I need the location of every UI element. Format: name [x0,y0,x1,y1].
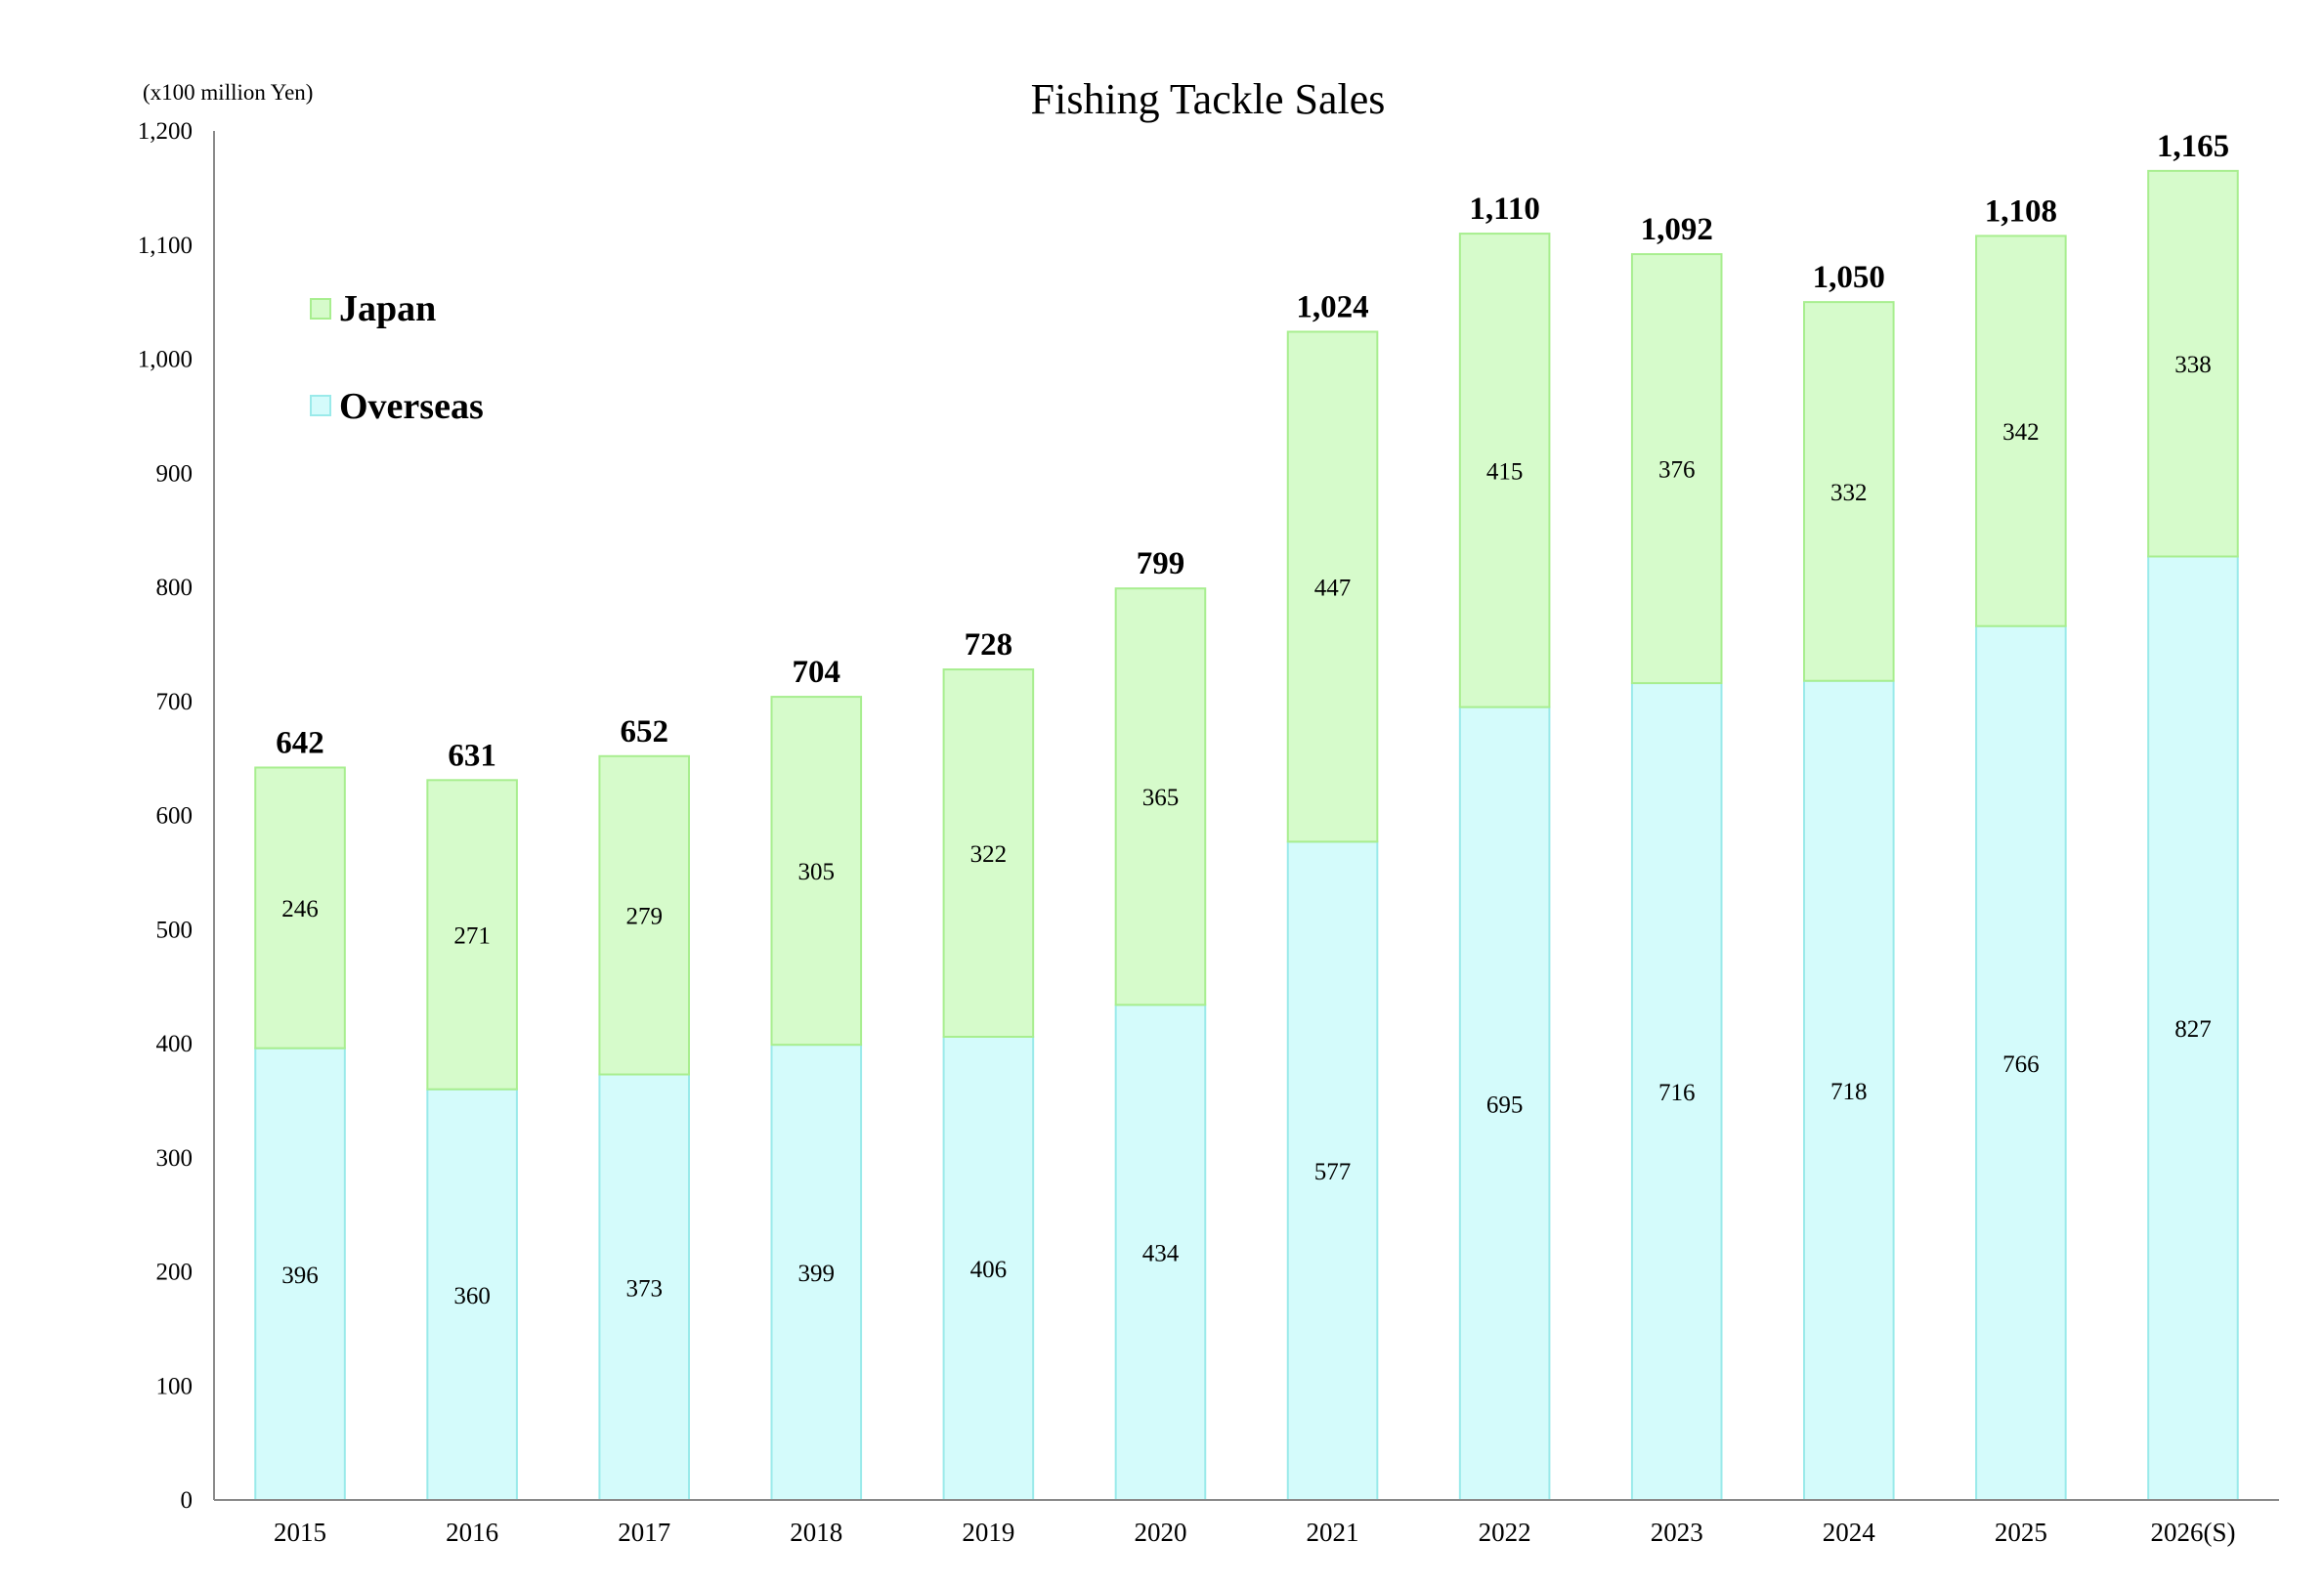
total-value-label: 1,024 [1296,289,1368,324]
legend-swatch-overseas [310,395,331,416]
x-tick-label: 2015 [274,1518,326,1547]
x-tick-label: 2024 [1823,1518,1876,1547]
legend-label-japan: Japan [339,288,436,329]
overseas-value-label: 434 [1142,1241,1180,1267]
bar-overseas [1286,840,1379,1501]
overseas-value-label: 766 [2002,1051,2040,1078]
japan-value-label: 415 [1486,458,1524,485]
x-tick-label: 2023 [1651,1518,1703,1547]
japan-value-label: 279 [625,904,663,930]
total-value-label: 799 [1137,546,1185,581]
bar-overseas [1975,624,2067,1501]
total-value-label: 652 [620,714,668,750]
overseas-value-label: 718 [1830,1079,1868,1105]
japan-value-label: 322 [970,841,1008,868]
total-value-label: 1,092 [1641,212,1713,247]
y-tick-label: 1,000 [138,347,193,373]
japan-value-label: 338 [2174,352,2212,378]
japan-value-label: 246 [281,896,319,922]
bar-japan [1458,233,1551,708]
bar-japan [2147,169,2239,558]
segment-labels: 396 246 360 271 373 279 399 305 406 322 434 365 577 4… [281,352,2211,1309]
japan-value-label: 332 [1830,480,1868,506]
bar-overseas [1803,679,1895,1501]
total-value-label: 704 [793,655,841,690]
total-value-label: 642 [276,725,324,760]
y-tick-label: 400 [156,1031,194,1057]
bar-japan [942,668,1035,1038]
bar-japan [1975,235,2067,627]
japan-value-label: 365 [1142,785,1180,811]
y-tick-label: 300 [156,1145,194,1172]
x-tick-label: 2019 [962,1518,1014,1547]
bar-overseas [1630,682,1723,1501]
legend: Japan Overseas [310,288,484,427]
y-axis-ticks: 0 100 200 300 400 500 600 700 800 900 1,000 1,100 1,… [138,118,193,1514]
bars-group [254,169,2239,1502]
chart-title: Fishing Tackle Sales [1031,75,1386,123]
x-tick-label: 2017 [618,1518,670,1547]
y-tick-label: 100 [156,1373,194,1399]
y-axis-unit-label: (x100 million Yen) [143,80,313,105]
bar-japan [1286,330,1379,843]
bar-overseas [598,1073,690,1501]
y-tick-label: 200 [156,1260,194,1286]
overseas-value-label: 373 [625,1275,663,1302]
total-value-label: 631 [448,738,496,773]
total-value-label: 728 [965,627,1013,663]
overseas-value-label: 396 [281,1263,319,1289]
total-value-label: 1,110 [1469,192,1539,227]
overseas-value-label: 399 [798,1261,836,1287]
total-value-label: 1,050 [1813,260,1885,295]
x-tick-label: 2025 [1995,1518,2047,1547]
bar-japan [254,766,346,1050]
x-tick-label: 2016 [446,1518,498,1547]
japan-value-label: 342 [2002,419,2040,446]
bar-japan [1803,301,1895,682]
bar-overseas [2147,555,2239,1501]
bar-overseas [1458,706,1551,1501]
y-tick-label: 600 [156,803,194,830]
y-tick-label: 0 [181,1487,194,1514]
bar-overseas [254,1047,346,1502]
y-tick-label: 800 [156,575,194,601]
x-tick-label: 2026(S) [2150,1518,2235,1547]
total-value-label: 1,165 [2157,129,2229,164]
japan-value-label: 447 [1314,575,1352,601]
bar-japan [598,754,690,1076]
overseas-value-label: 360 [453,1283,491,1309]
overseas-value-label: 406 [970,1257,1008,1283]
y-tick-label: 1,100 [138,233,193,259]
legend-swatch-japan [310,298,331,320]
japan-value-label: 305 [798,859,836,885]
total-labels: 642 631 652 704 728 799 1,024 1,110 1,092 1,050 1,… [276,129,2229,773]
bar-japan [1630,253,1723,685]
bar-japan [1114,587,1207,1007]
overseas-value-label: 716 [1658,1080,1696,1106]
x-axis-labels: 2015 2016 2017 2018 2019 2020 2021 2022 2023 2024… [274,1518,2235,1547]
bar-overseas [1114,1004,1207,1502]
overseas-value-label: 577 [1314,1159,1352,1185]
legend-label-overseas: Overseas [339,386,484,427]
x-tick-label: 2020 [1134,1518,1186,1547]
bar-japan [426,779,518,1091]
y-tick-label: 500 [156,917,194,943]
overseas-value-label: 827 [2174,1016,2212,1043]
overseas-value-label: 695 [1486,1092,1524,1118]
y-tick-label: 1,200 [138,118,193,145]
total-value-label: 1,108 [1985,193,2057,229]
y-tick-label: 700 [156,689,194,715]
x-tick-label: 2022 [1479,1518,1531,1547]
y-tick-label: 900 [156,460,194,487]
japan-value-label: 376 [1658,457,1696,484]
x-tick-label: 2021 [1307,1518,1359,1547]
japan-value-label: 271 [453,923,491,950]
x-tick-label: 2018 [790,1518,842,1547]
bar-japan [770,696,863,1047]
